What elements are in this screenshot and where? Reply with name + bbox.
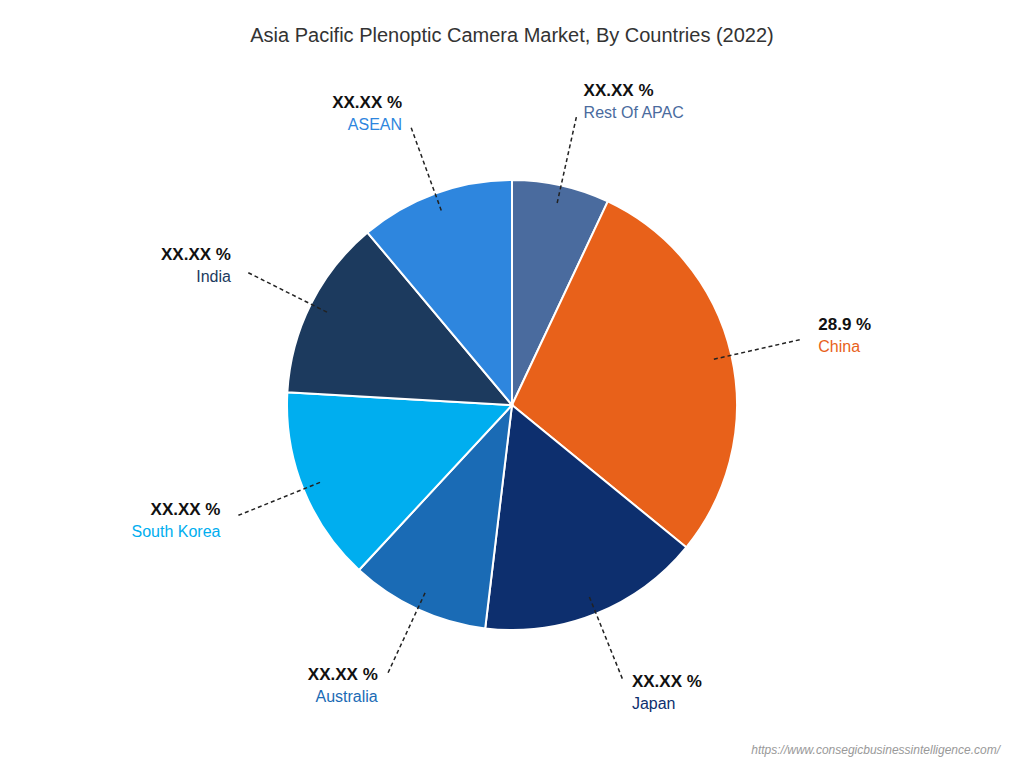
leader-line (557, 114, 577, 203)
category-label: India (196, 268, 231, 285)
leader-line (236, 482, 320, 516)
leader-line (714, 339, 803, 359)
category-label: Japan (632, 695, 676, 712)
labels: XX.XX % Rest Of APAC 28.9 % China XX.XX % Jap… (132, 81, 872, 711)
leader-line (410, 125, 441, 211)
data-label: 28.9 % (818, 315, 871, 334)
leader-line (387, 593, 425, 676)
chart-svg: Asia Pacific Plenoptic Camera Market, By… (0, 0, 1024, 768)
chart-title: Asia Pacific Plenoptic Camera Market, By… (250, 24, 774, 46)
category-label: South Korea (132, 523, 221, 540)
data-label: XX.XX % (151, 500, 221, 519)
slices (287, 180, 737, 630)
data-label: XX.XX % (161, 245, 231, 264)
category-label: Australia (316, 688, 378, 705)
category-label: China (818, 338, 860, 355)
category-label: Rest Of APAC (584, 104, 684, 121)
category-label: ASEAN (348, 116, 402, 133)
data-label: XX.XX % (332, 93, 402, 112)
data-label: XX.XX % (308, 665, 378, 684)
pie-slice (287, 392, 512, 570)
pie-slice (485, 405, 686, 630)
data-label: XX.XX % (584, 81, 654, 100)
data-label: XX.XX % (632, 672, 702, 691)
annotation: https://www.consegicbusinessintelligence… (751, 743, 1001, 757)
leader-line (589, 597, 623, 681)
chart-container: Asia Pacific Plenoptic Camera Market, By… (0, 0, 1024, 768)
leader-line (246, 271, 327, 312)
pie-slice (367, 180, 512, 405)
